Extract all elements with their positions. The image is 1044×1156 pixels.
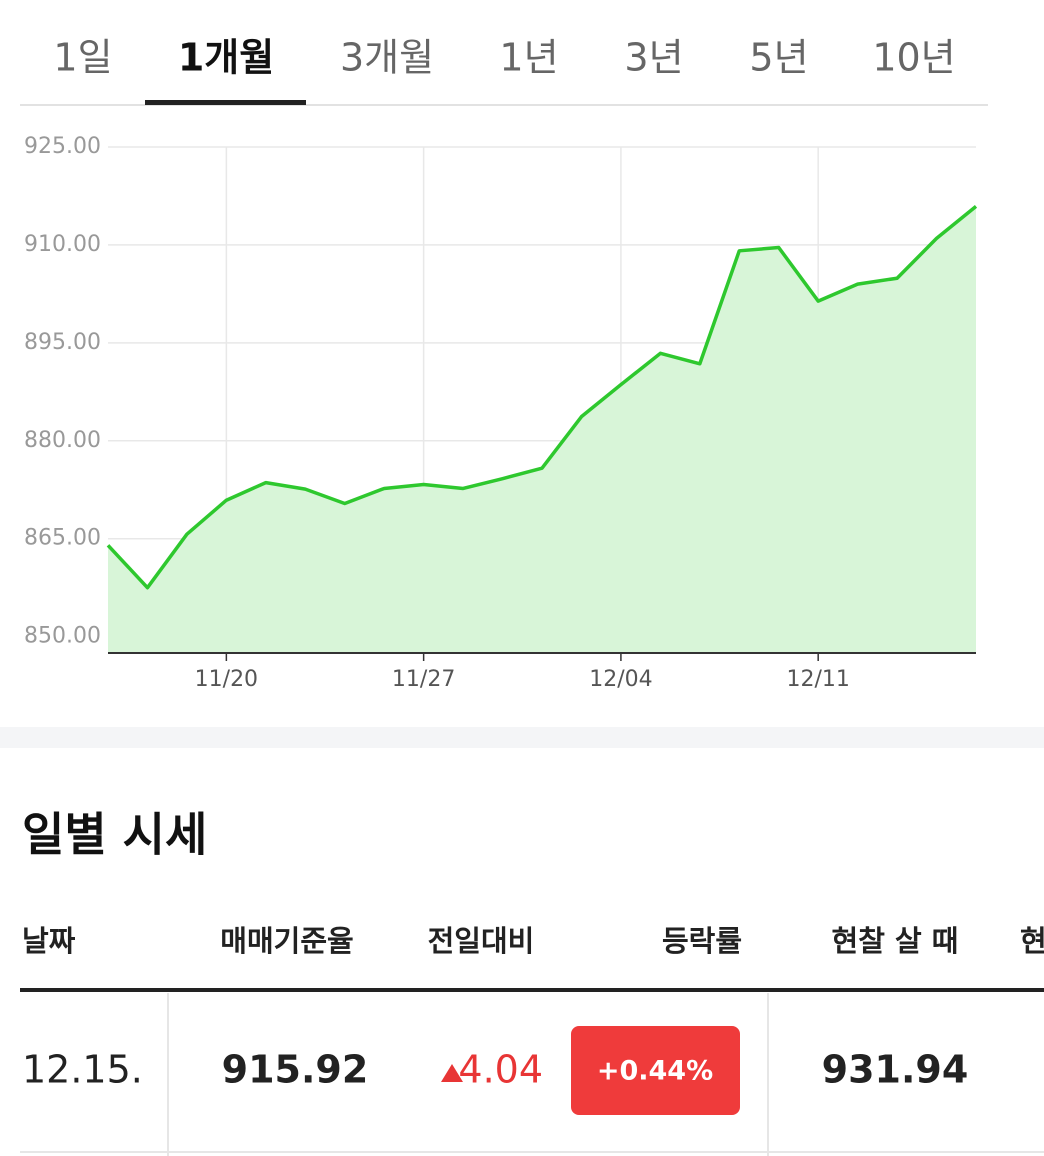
column-header: 전일대비 xyxy=(428,924,535,958)
tab[interactable]: 1일 xyxy=(53,36,112,80)
table-cell: 931.94 xyxy=(822,1048,969,1092)
section-gap xyxy=(0,727,1044,748)
column-header: 매매기준율 xyxy=(220,924,353,958)
y-tick-label: 850.00 xyxy=(24,624,101,649)
y-tick-label: 925.00 xyxy=(24,134,101,159)
x-tick-label: 12/11 xyxy=(786,667,849,692)
column-header: 등락률 xyxy=(662,924,742,958)
column-header: 날짜 xyxy=(22,924,76,958)
y-tick-label: 910.00 xyxy=(24,232,101,257)
tab[interactable]: 1개월 xyxy=(178,36,274,80)
y-tick-label: 865.00 xyxy=(24,526,101,551)
change-badge xyxy=(571,1026,740,1115)
table-cell: +0.44% xyxy=(597,1056,713,1087)
section-title: 일별 시세 xyxy=(22,808,207,862)
tab[interactable]: 10년 xyxy=(872,36,955,80)
tab[interactable]: 3개월 xyxy=(340,36,434,80)
tab[interactable]: 3년 xyxy=(624,36,683,80)
y-tick-label: 895.00 xyxy=(24,330,101,355)
x-tick-label: 11/20 xyxy=(195,667,258,692)
area xyxy=(108,206,976,654)
table-cell: 4.04 xyxy=(458,1048,543,1092)
table-cell: 12.15. xyxy=(22,1048,143,1092)
x-tick-label: 11/27 xyxy=(392,667,455,692)
x-tick-label: 12/04 xyxy=(589,667,652,692)
line xyxy=(106,205,978,590)
y-tick-label: 880.00 xyxy=(24,428,101,453)
table-cell: 915.92 xyxy=(222,1048,369,1092)
column-header: 현찰 살 때 xyxy=(832,924,959,958)
up-arrow xyxy=(441,1064,463,1082)
column-header: 현 xyxy=(1020,924,1044,958)
tab[interactable]: 1년 xyxy=(499,36,558,80)
tab-underline xyxy=(145,100,306,105)
tab[interactable]: 5년 xyxy=(749,36,808,80)
